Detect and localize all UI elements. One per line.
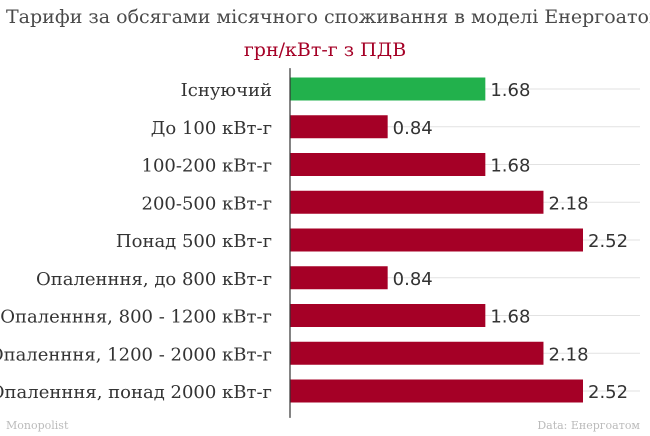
category-label: Опаленння, понад 2000 кВт-г bbox=[0, 382, 272, 403]
category-label: Опаленння, 1200 - 2000 кВт-г bbox=[0, 344, 272, 365]
category-label: До 100 кВт-г bbox=[151, 118, 272, 139]
chart-title: Тарифи за обсягами місячного споживання … bbox=[6, 6, 650, 28]
bar-value-label: 1.68 bbox=[490, 156, 530, 177]
category-label: 200-500 кВт-г bbox=[142, 193, 272, 214]
bar bbox=[290, 379, 583, 403]
bar bbox=[290, 153, 486, 176]
bar bbox=[290, 341, 544, 365]
footer-brand: Monopolist bbox=[6, 419, 69, 432]
category-label: 100-200 кВт-г bbox=[142, 156, 272, 177]
footer-source: Data: Енергоатом bbox=[537, 419, 640, 432]
bar bbox=[290, 304, 486, 327]
bar-value-label: 2.52 bbox=[588, 382, 628, 403]
chart-subtitle: грн/кВт-г з ПДВ bbox=[243, 39, 407, 61]
bar bbox=[290, 77, 486, 101]
bar-value-label: 0.84 bbox=[393, 118, 433, 139]
bar bbox=[290, 228, 583, 252]
category-label: Понад 500 кВт-г bbox=[116, 231, 272, 252]
bar-value-label: 2.52 bbox=[588, 231, 628, 252]
bar-value-label: 2.18 bbox=[548, 193, 588, 214]
bar-value-label: 1.68 bbox=[490, 307, 530, 328]
bar-value-label: 0.84 bbox=[393, 269, 433, 290]
bar-value-label: 2.18 bbox=[548, 344, 588, 365]
bar bbox=[290, 115, 388, 139]
category-label: Опаленння, 800 - 1200 кВт-г bbox=[0, 307, 272, 328]
bar-value-label: 1.68 bbox=[490, 80, 530, 101]
bar bbox=[290, 190, 544, 214]
category-label: Опаленння, до 800 кВт-г bbox=[36, 269, 272, 290]
bar bbox=[290, 266, 388, 290]
category-label: Існуючий bbox=[181, 80, 272, 101]
